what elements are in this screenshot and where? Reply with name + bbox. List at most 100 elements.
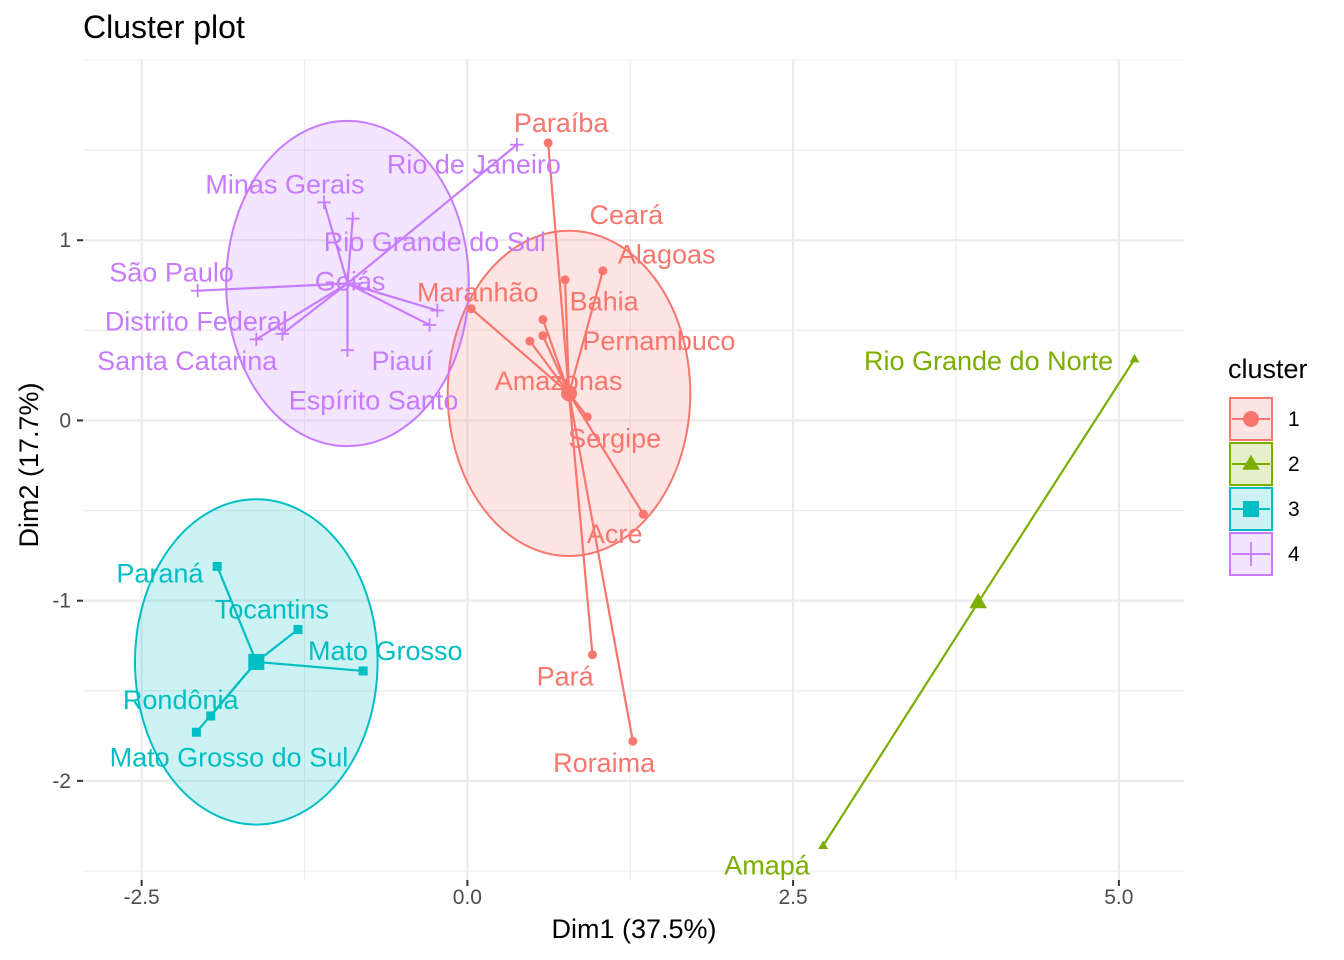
point-label: Rio de Janeiro xyxy=(387,150,561,180)
point-label: Alagoas xyxy=(618,240,716,270)
legend-key-marker xyxy=(1242,454,1260,470)
point-marker xyxy=(191,727,201,737)
point-marker xyxy=(818,840,829,850)
legend-entry-3: 3 xyxy=(1229,487,1300,531)
point-label: Paraíba xyxy=(514,108,610,138)
segment-3 xyxy=(216,566,258,663)
point-label: Maranhão xyxy=(417,277,539,307)
point-label: Acre xyxy=(587,519,643,549)
segment-1 xyxy=(563,279,571,394)
point-label: Rio Grande do Sul xyxy=(324,227,546,257)
segment-4 xyxy=(322,202,349,284)
segment-4 xyxy=(346,143,518,285)
cluster-center-3 xyxy=(248,653,265,670)
segment-1 xyxy=(547,142,571,394)
point-marker xyxy=(206,711,216,721)
point-marker xyxy=(538,315,548,325)
point-marker xyxy=(340,343,355,357)
segment-1 xyxy=(567,393,634,742)
point-label: Amapá xyxy=(724,851,811,881)
point-label: Distrito Federal xyxy=(105,306,288,336)
x-tick-label: 0.0 xyxy=(453,886,482,909)
segment-4 xyxy=(281,282,349,335)
segment-1 xyxy=(567,270,604,394)
point-label: Roraima xyxy=(553,748,656,778)
point-label: Amazonas xyxy=(495,366,623,396)
point-marker xyxy=(358,666,368,676)
legend-entry-4: 4 xyxy=(1229,532,1300,576)
x-tick-label: 2.5 xyxy=(779,886,808,909)
point-marker xyxy=(628,736,638,746)
point-label: Rondônia xyxy=(123,685,240,715)
segment-3 xyxy=(256,660,364,673)
cluster-segments xyxy=(195,142,1136,847)
segment-2 xyxy=(822,601,980,847)
point-label: Goiás xyxy=(315,267,386,297)
point-label: Santa Catarina xyxy=(97,346,278,376)
point-label: Espírito Santo xyxy=(289,386,459,416)
point-label: Rio Grande do Norte xyxy=(864,346,1113,376)
legend-key-marker xyxy=(1243,411,1259,427)
point-label: São Paulo xyxy=(109,258,234,288)
segment-1 xyxy=(541,319,571,394)
chart-title: Cluster plot xyxy=(83,9,245,45)
point-marker xyxy=(582,412,592,422)
point-marker xyxy=(510,137,524,152)
y-tick-label: 0 xyxy=(59,409,71,432)
legend-title: cluster xyxy=(1228,354,1308,384)
point-label: Paraná xyxy=(116,559,204,589)
point-marker xyxy=(560,275,570,285)
point-marker xyxy=(466,304,476,314)
point-label: Mato Grosso do Sul xyxy=(110,742,349,772)
point-label: Pernambuco xyxy=(582,326,735,356)
segment-4 xyxy=(255,282,349,341)
cluster-center-4 xyxy=(335,271,360,296)
point-marker xyxy=(345,211,360,226)
point-label: Tocantins xyxy=(215,595,329,625)
data-points xyxy=(190,137,1140,850)
point-marker xyxy=(212,561,222,571)
point-marker xyxy=(190,283,205,298)
segment-4 xyxy=(197,282,348,292)
point-label: Ceará xyxy=(590,200,665,230)
segment-2 xyxy=(977,358,1136,604)
segment-1 xyxy=(470,307,570,395)
legend-label: 3 xyxy=(1288,498,1300,521)
y-tick-label: -2 xyxy=(52,770,71,793)
point-label: Mato Grosso xyxy=(308,636,463,666)
legend-key-marker xyxy=(1239,542,1263,566)
legend-entry-1: 1 xyxy=(1229,397,1300,441)
point-marker xyxy=(638,509,648,519)
legend: cluster 1 2 3 4 xyxy=(1228,354,1308,576)
segment-1 xyxy=(529,340,570,395)
point-labels: Paraíba Ceará Alagoas Maranhão Bahia Pernambu… xyxy=(97,108,1113,881)
cluster-center-1 xyxy=(561,385,578,402)
x-tick-label: 5.0 xyxy=(1104,886,1133,909)
grid xyxy=(83,59,1184,880)
segment-4 xyxy=(347,282,438,312)
point-label: Piauí xyxy=(371,346,433,376)
point-marker xyxy=(1129,353,1140,363)
x-axis-title: Dim1 (37.5%) xyxy=(551,914,716,944)
point-marker xyxy=(317,195,331,210)
point-marker xyxy=(525,336,535,346)
legend-label: 2 xyxy=(1288,453,1300,476)
legend-entry-2: 2 xyxy=(1229,442,1300,486)
legend-key-marker xyxy=(1243,501,1259,517)
point-marker xyxy=(538,331,548,341)
point-marker xyxy=(587,650,597,660)
segment-1 xyxy=(568,392,645,515)
point-label: Minas Gerais xyxy=(205,169,364,199)
y-axis-title: Dim2 (17.7%) xyxy=(14,382,44,547)
legend-label: 1 xyxy=(1288,408,1300,431)
point-label: Bahia xyxy=(570,286,640,316)
segment-3 xyxy=(195,661,258,733)
legend-label: 4 xyxy=(1288,543,1300,566)
point-marker xyxy=(430,303,445,318)
axis-ticks: -2.5 0.0 2.5 5.0 -2 -1 0 1 xyxy=(52,229,1133,909)
x-tick-label: -2.5 xyxy=(124,886,160,909)
point-label: Sergipe xyxy=(568,423,661,453)
segment-1 xyxy=(541,335,571,394)
segment-1 xyxy=(567,393,594,655)
